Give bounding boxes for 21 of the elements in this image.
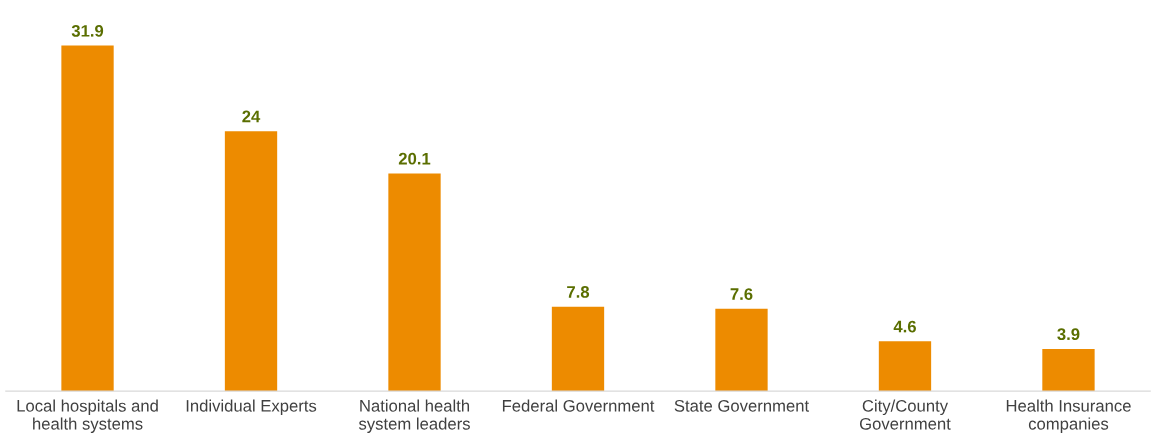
bar	[878, 341, 932, 392]
x-tick-label: Individual Experts	[186, 399, 317, 416]
bar	[715, 308, 768, 392]
data-label: 24	[242, 110, 261, 123]
bar	[61, 45, 114, 392]
x-tick-label: National health system leaders	[358, 399, 470, 433]
data-label: 7.8	[567, 286, 590, 298]
bar	[1042, 348, 1095, 392]
x-tick-label: Health Insurance companies	[1006, 399, 1131, 433]
data-label: 3.9	[1057, 328, 1080, 341]
x-tick-label: City/County Government	[859, 399, 951, 430]
data-label: 4.6	[893, 320, 916, 333]
data-label: 7.6	[730, 288, 753, 300]
bar	[551, 306, 605, 392]
x-tick-label: Local hospitals and health systems	[17, 399, 158, 433]
x-tick-label: State Government	[674, 399, 809, 412]
data-label: 20.1	[398, 152, 431, 165]
data-label: 31.9	[71, 24, 104, 37]
bar	[388, 173, 441, 392]
bar	[224, 131, 278, 392]
x-tick-label: Federal Government	[502, 399, 655, 412]
